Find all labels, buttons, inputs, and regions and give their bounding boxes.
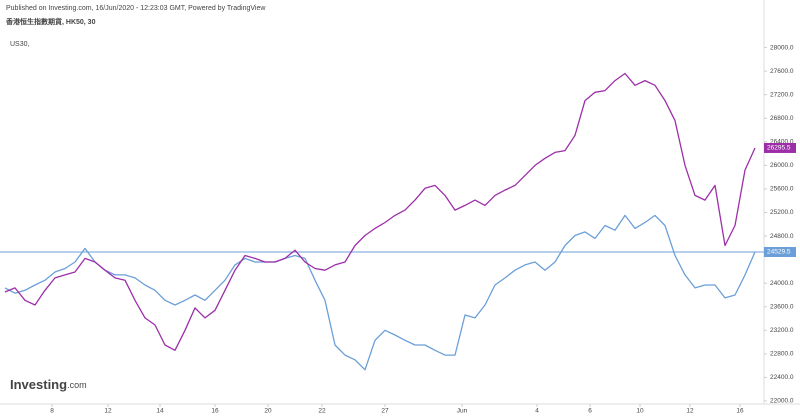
y-tick-label: 25200.0 (770, 209, 794, 216)
y-tick-label: 23600.0 (770, 303, 794, 310)
y-tick-label: 22400.0 (770, 374, 794, 381)
last-value-label: 24529.5 (767, 249, 791, 256)
x-tick-label: Jun (457, 408, 468, 415)
logo-suffix: .com (67, 380, 87, 390)
last-value-label: 26295.5 (767, 145, 791, 152)
y-tick-label: 26800.0 (770, 115, 794, 122)
y-tick-label: 23200.0 (770, 327, 794, 334)
last-value-tag (764, 142, 796, 153)
y-tick-label: 25600.0 (770, 186, 794, 193)
x-tick-label: 6 (588, 408, 592, 415)
last-value-tag (764, 246, 796, 257)
legend-entry: 香港恒生指數期貨, HK50, 30 (5, 17, 96, 26)
x-tick-label: 12 (686, 408, 694, 415)
x-tick-label: 4 (535, 408, 539, 415)
y-tick-label: 24800.0 (770, 233, 794, 240)
y-tick-label: 24000.0 (770, 280, 794, 287)
legend-entry: US30, (10, 41, 30, 48)
y-tick-label: 27200.0 (770, 91, 794, 98)
x-tick-label: 22 (318, 408, 326, 415)
y-tick-label: 22000.0 (770, 398, 794, 405)
x-tick-label: 8 (50, 408, 54, 415)
x-tick-label: 27 (381, 408, 389, 415)
series-line (4, 72, 756, 351)
logo: Investing.com (10, 377, 87, 392)
y-tick-label: 26000.0 (770, 162, 794, 169)
x-tick-label: 10 (636, 408, 644, 415)
series-line (4, 214, 756, 371)
x-tick-label: 16 (211, 408, 219, 415)
logo-text: Investing (10, 377, 67, 392)
y-tick-label: 28000.0 (770, 44, 794, 51)
x-tick-label: 12 (104, 408, 112, 415)
x-tick-label: 14 (156, 408, 164, 415)
chart-title: Published on Investing.com, 16/Jun/2020 … (6, 5, 266, 12)
y-tick-label: 27600.0 (770, 68, 794, 75)
x-tick-label: 16 (736, 408, 744, 415)
y-tick-label: 22800.0 (770, 351, 794, 358)
x-tick-label: 20 (264, 408, 272, 415)
y-tick-label: 26400.0 (770, 139, 794, 146)
